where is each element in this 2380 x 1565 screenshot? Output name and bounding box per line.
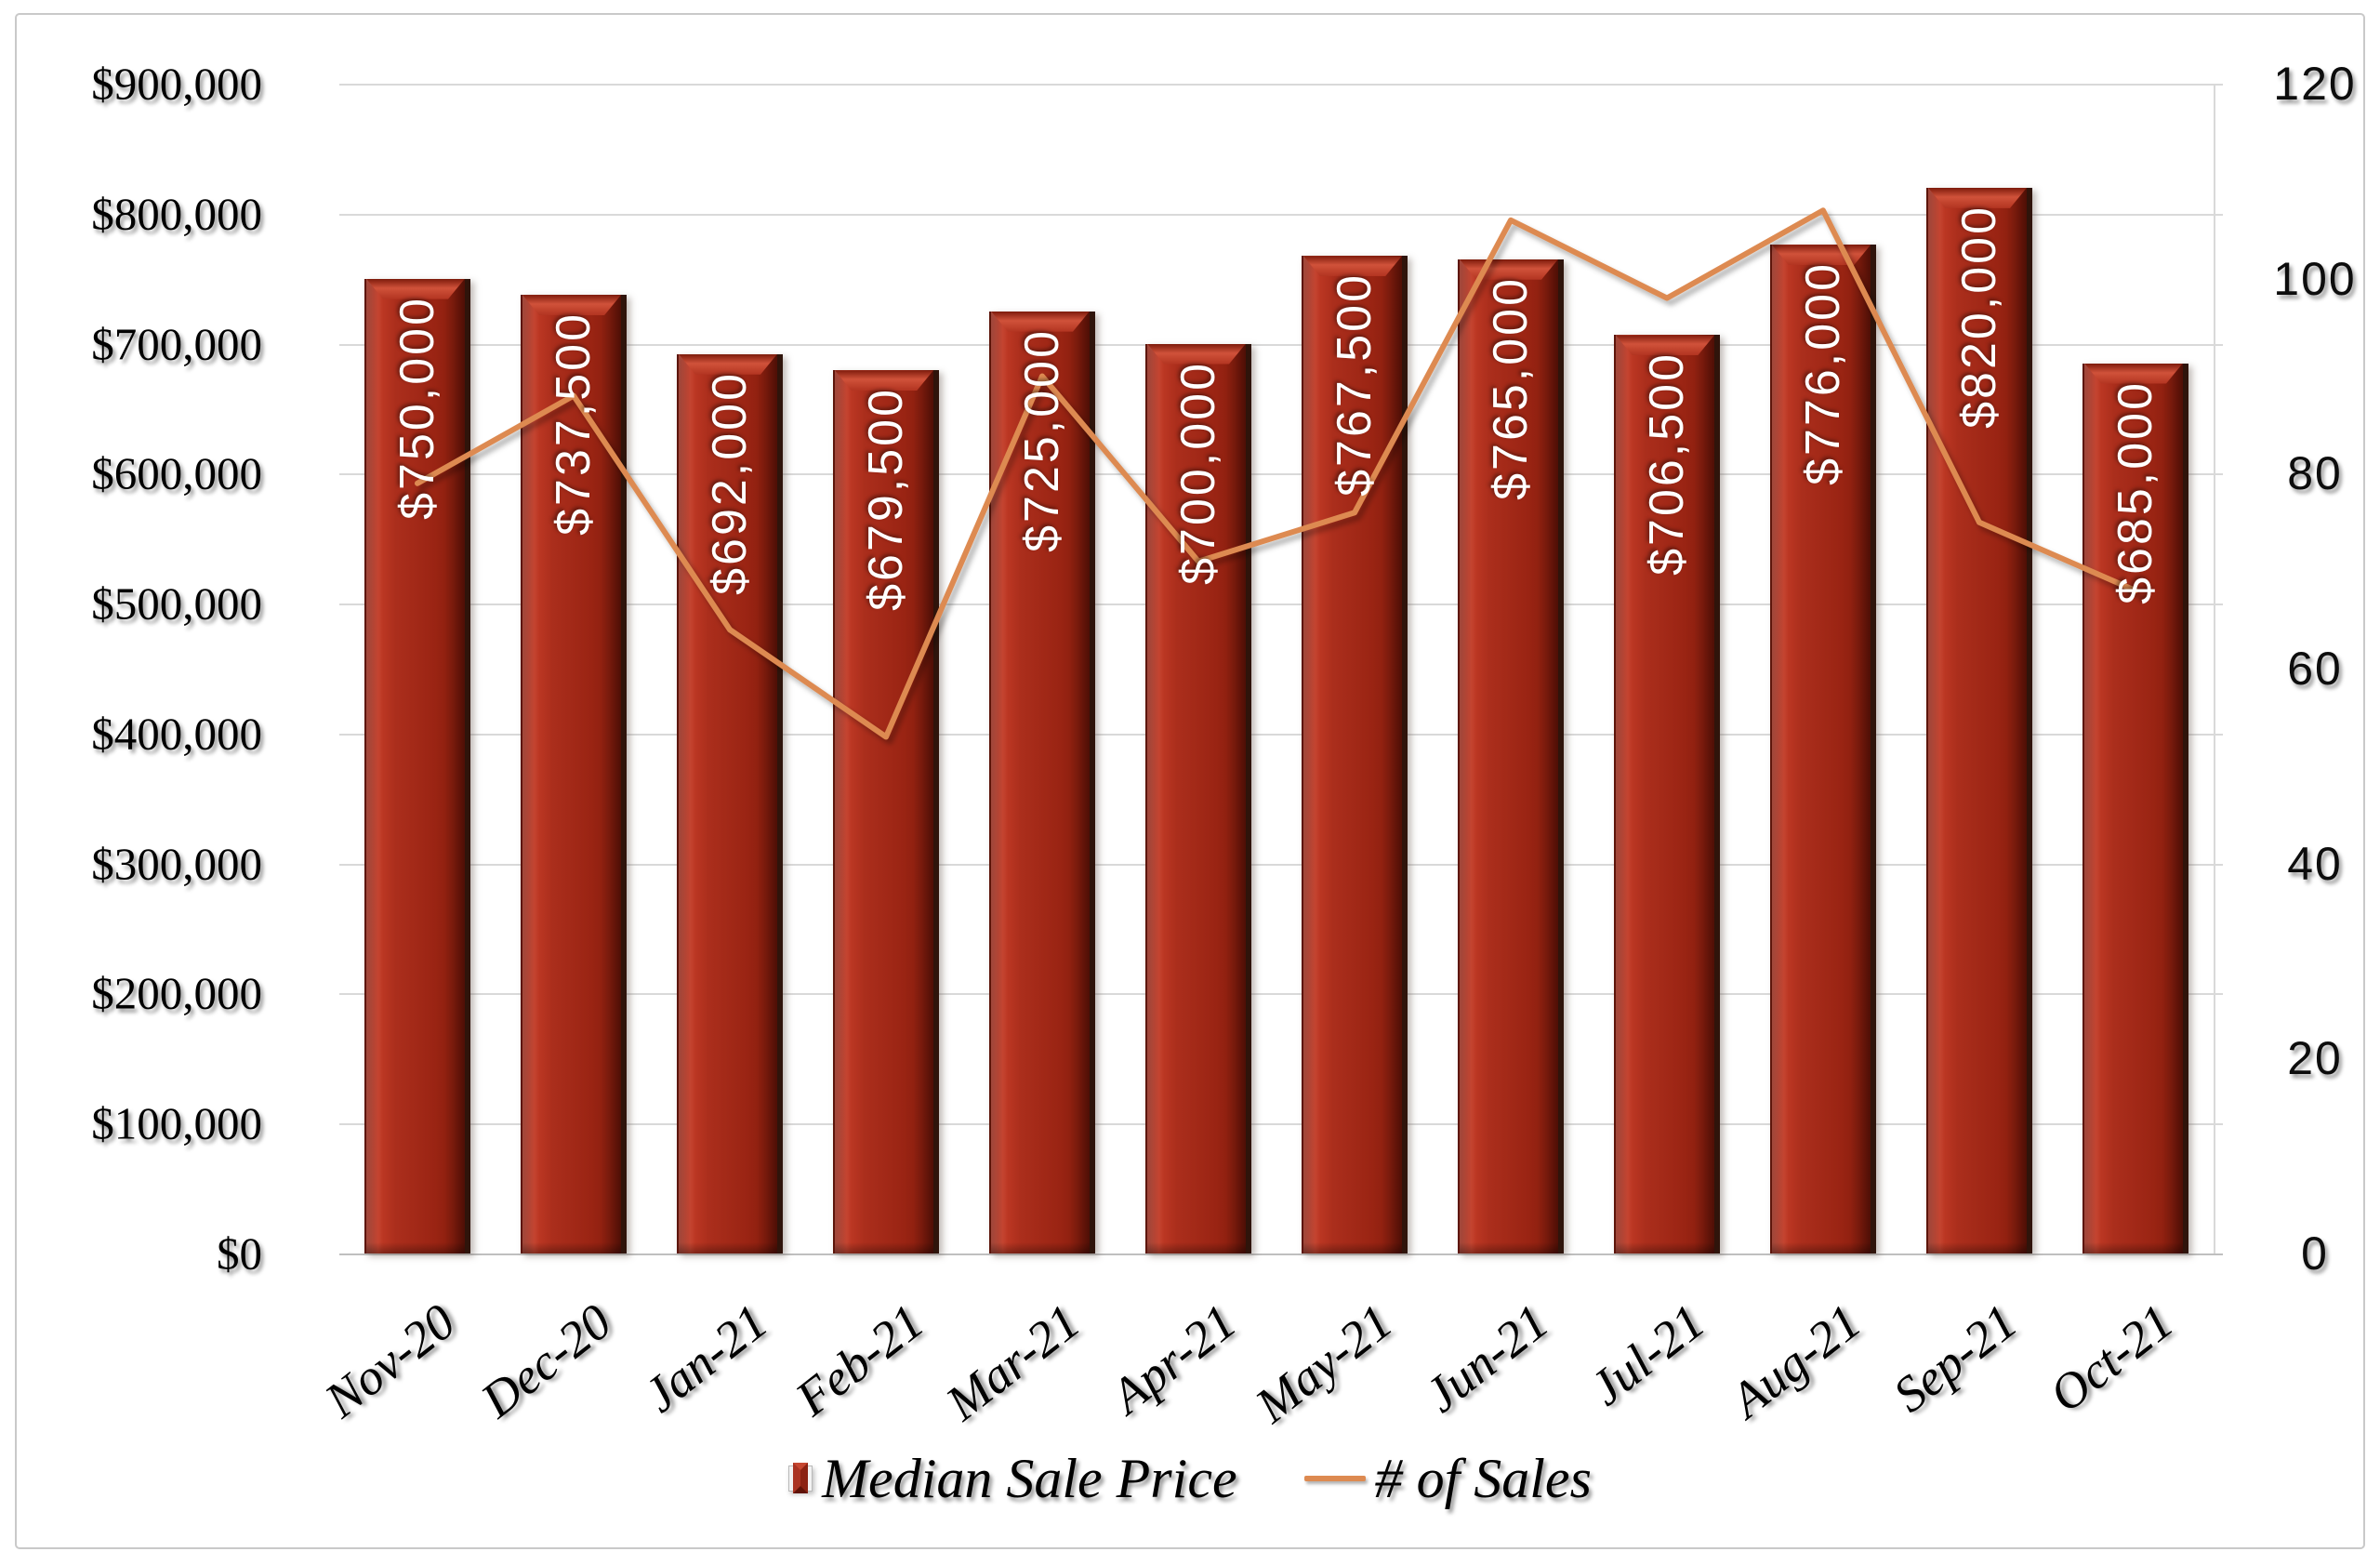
secondary-y-axis-tick-label: 40 [2287,837,2343,890]
legend: Median Sale Price # of Sales [0,1439,2380,1518]
y-axis-tick-label: $800,000 [91,188,262,240]
bar-value-label: $685,000 [2109,379,2162,604]
gridline [339,993,2223,996]
y-axis-tick-label: $100,000 [91,1097,262,1149]
secondary-y-axis-tick-label: 80 [2287,447,2343,500]
secondary-y-axis-tick-label: 60 [2287,643,2343,695]
bar-value-label: $750,000 [390,295,444,520]
bar-value-label: $692,000 [703,370,757,595]
legend-bar-swatch-icon [793,1463,809,1493]
y-axis-tick-label: $200,000 [91,967,262,1019]
bar-value-label: $765,000 [1484,275,1538,500]
x-axis-line [339,1253,2223,1255]
y-axis-tick-label: $300,000 [91,838,262,890]
legend-bar-label: Median Sale Price [822,1447,1237,1509]
gridline [339,84,2223,86]
legend-bar-swatch-frame [788,1463,813,1493]
gridline [339,863,2223,866]
y-axis-tick-label: $600,000 [91,447,262,499]
y-axis-tick-label: $700,000 [91,318,262,370]
y-axis-tick-label: $0 [217,1227,262,1280]
bar-value-label: $776,000 [1796,261,1850,486]
bar-value-label: $700,000 [1171,360,1225,585]
legend-line-swatch-icon [1303,1476,1366,1481]
bar-value-label: $737,500 [547,312,601,537]
bar-value-label: $679,500 [859,387,913,612]
bar-value-label: $767,500 [1328,272,1382,497]
secondary-y-axis-tick-label: 100 [2273,252,2357,305]
plot-right-border [2214,84,2215,1253]
secondary-y-axis-tick-label: 20 [2287,1032,2343,1085]
legend-line-label: # of Sales [1374,1447,1592,1509]
bar-value-label: $725,000 [1015,327,1069,552]
y-axis-tick-label: $400,000 [91,708,262,760]
secondary-y-axis-tick-label: 0 [2301,1227,2329,1280]
bar-value-label: $820,000 [1952,204,2006,429]
y-axis-tick-label: $900,000 [91,58,262,110]
gridline [339,1123,2223,1126]
bar-value-label: $706,500 [1640,351,1694,577]
y-axis-tick-label: $500,000 [91,577,262,630]
secondary-y-axis-tick-label: 120 [2273,58,2357,110]
